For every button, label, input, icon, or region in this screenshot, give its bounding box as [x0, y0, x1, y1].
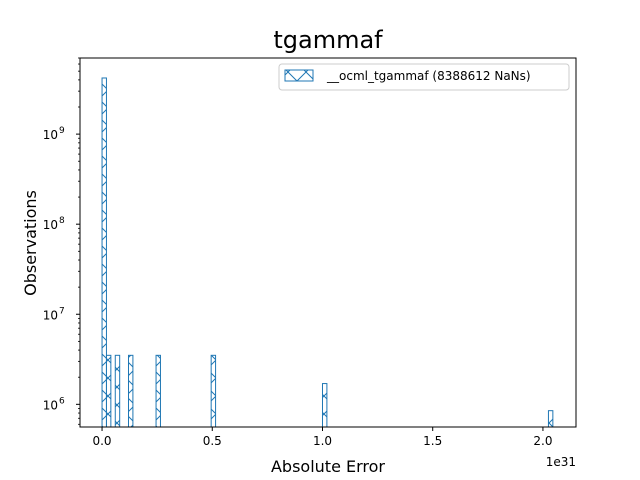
x-tick-label: 0.5: [203, 434, 222, 448]
y-tick-exponent: 8: [59, 216, 65, 226]
histogram-bar: [155, 354, 161, 428]
plot-frame: [79, 57, 577, 428]
x-offset-label: 1e31: [546, 455, 576, 469]
y-tick-label: 10: [43, 308, 58, 322]
x-tick-label: 1.0: [313, 434, 332, 448]
y-tick-label: 10: [43, 398, 58, 412]
x-tick-label: 1.5: [423, 434, 442, 448]
legend-label: __ocml_tgammaf (8388612 NaNs): [326, 69, 531, 83]
histogram-bar: [114, 354, 121, 428]
y-tick-exponent: 9: [59, 126, 65, 136]
y-axis-label: Observations: [21, 190, 40, 296]
legend-swatch: [284, 69, 314, 82]
histogram-bar: [101, 77, 107, 428]
x-tick-label: 2.0: [533, 434, 552, 448]
x-axis-label: Absolute Error: [271, 457, 385, 476]
legend-box: [278, 63, 570, 91]
histogram-bar: [321, 383, 328, 428]
chart-title: tgammaf: [273, 26, 383, 54]
histogram-bar: [547, 410, 554, 428]
x-tick-label: 0.0: [92, 434, 111, 448]
histogram-bar: [210, 354, 217, 428]
legend: __ocml_tgammaf (8388612 NaNs): [278, 63, 570, 91]
y-tick-label: 10: [43, 128, 58, 142]
histogram-bar: [127, 354, 134, 428]
x-axis-ticks: 0.0 0.5 1.0 1.5 2.0: [92, 427, 552, 448]
y-tick-exponent: 7: [59, 306, 65, 316]
y-tick-exponent: 6: [59, 396, 65, 406]
histogram-bar: [105, 354, 112, 428]
y-tick-label: 10: [43, 218, 58, 232]
plot-area: [101, 77, 554, 428]
